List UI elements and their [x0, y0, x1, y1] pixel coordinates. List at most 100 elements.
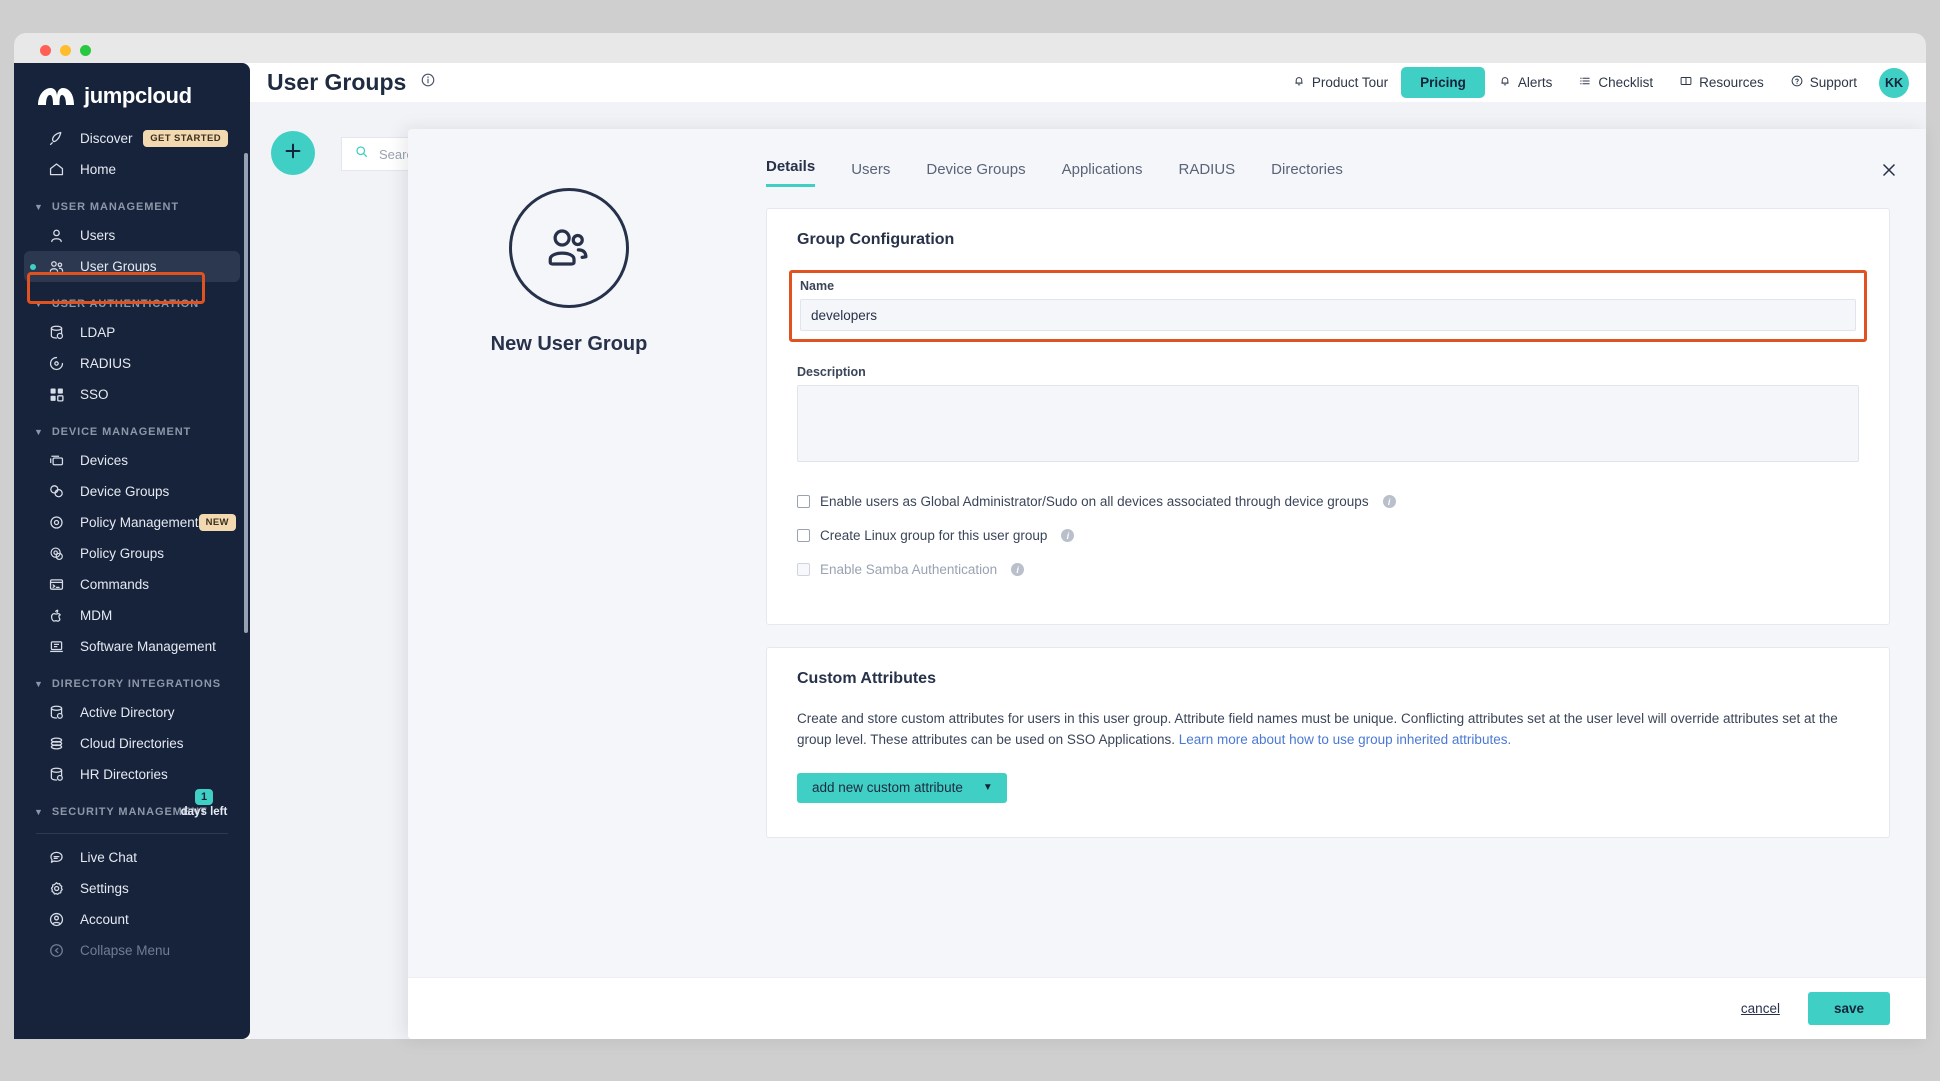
- get-started-badge: GET STARTED: [143, 130, 228, 147]
- brand-logo[interactable]: jumpcloud: [14, 63, 250, 123]
- checkbox-label: Enable users as Global Administrator/Sud…: [820, 494, 1369, 509]
- laptop-icon: [46, 637, 66, 657]
- new-user-group-modal: New User Group Details Users Device Grou…: [408, 129, 1926, 1039]
- sidebar-group-label: SECURITY MANAGEMENT: [51, 806, 208, 818]
- radius-icon: [46, 354, 66, 374]
- topnav-product-tour[interactable]: Product Tour: [1279, 67, 1401, 98]
- info-icon[interactable]: i: [1061, 529, 1075, 542]
- tab-users[interactable]: Users: [851, 161, 891, 178]
- minimize-window-button[interactable]: [60, 45, 71, 56]
- sidebar-item-sso[interactable]: SSO: [24, 379, 240, 410]
- chevron-down-icon: ▼: [34, 299, 44, 309]
- sidebar-item-device-groups[interactable]: Device Groups: [24, 476, 240, 507]
- description-label: Description: [797, 365, 866, 379]
- name-input[interactable]: [800, 299, 1856, 331]
- topnav-label: Alerts: [1517, 75, 1553, 90]
- sidebar-item-software-management[interactable]: Software Management: [24, 631, 240, 662]
- tab-device-groups[interactable]: Device Groups: [926, 161, 1026, 178]
- policy-group-icon: [46, 544, 66, 564]
- sidebar-item-label: Devices: [80, 453, 129, 468]
- sidebar-item-label: Account: [80, 912, 129, 927]
- sidebar-group-directory-integrations[interactable]: ▼ DIRECTORY INTEGRATIONS: [14, 662, 250, 697]
- sidebar-item-collapse-menu[interactable]: Collapse Menu: [24, 935, 240, 966]
- tab-radius[interactable]: RADIUS: [1178, 161, 1236, 178]
- group-configuration-card: Group Configuration Name Description Ena…: [766, 208, 1890, 625]
- top-header: User Groups Product Tour Pricing: [250, 63, 1926, 102]
- account-icon: [46, 910, 66, 930]
- group-inherited-attributes-link[interactable]: Learn more about how to use group inheri…: [1178, 731, 1512, 747]
- chevron-down-icon: ▼: [34, 202, 44, 212]
- add-custom-attribute-button[interactable]: add new custom attribute ▼: [797, 772, 1007, 803]
- search-icon: [354, 144, 369, 164]
- topnav-checklist[interactable]: Checklist: [1565, 67, 1666, 98]
- sidebar-item-policy-groups[interactable]: Policy Groups: [24, 538, 240, 569]
- sidebar-item-mdm[interactable]: MDM: [24, 600, 240, 631]
- tab-applications[interactable]: Applications: [1061, 161, 1143, 178]
- chevron-down-icon: ▼: [982, 782, 993, 794]
- database-clock-icon: [46, 323, 66, 343]
- sidebar-item-policy-management[interactable]: Policy Management NEW: [24, 507, 240, 538]
- sidebar-item-home[interactable]: Home: [24, 154, 240, 185]
- sidebar-item-active-directory[interactable]: Active Directory: [24, 697, 240, 728]
- topnav-alerts[interactable]: Alerts: [1485, 67, 1566, 98]
- avatar[interactable]: KK: [1879, 67, 1909, 98]
- close-icon[interactable]: [1876, 157, 1902, 183]
- sidebar-group-security-management[interactable]: ▼ SECURITY MANAGEMENT: [14, 790, 250, 825]
- target-icon: [46, 513, 66, 533]
- info-icon[interactable]: [420, 72, 436, 93]
- sidebar-item-label: User Groups: [80, 259, 157, 274]
- sidebar-group-user-authentication[interactable]: ▼ USER AUTHENTICATION: [14, 282, 250, 317]
- checkbox-row-samba-auth: Enable Samba Authentication i: [797, 562, 1859, 577]
- page-title: User Groups: [267, 69, 407, 95]
- sidebar: jumpcloud Discover GET STARTED: [14, 63, 250, 1039]
- plus-icon: [282, 140, 304, 167]
- sidebar-item-cloud-directories[interactable]: Cloud Directories: [24, 728, 240, 759]
- sidebar-group-user-management[interactable]: ▼ USER MANAGEMENT: [14, 185, 250, 220]
- topnav-pricing[interactable]: Pricing: [1401, 67, 1485, 98]
- rocket-icon: [46, 129, 66, 149]
- add-user-group-button[interactable]: [271, 131, 315, 175]
- sidebar-item-users[interactable]: Users: [24, 220, 240, 251]
- checkbox-label: Enable Samba Authentication: [820, 562, 998, 577]
- collapse-icon: [46, 941, 66, 961]
- sidebar-item-user-groups[interactable]: User Groups: [24, 251, 240, 282]
- sidebar-item-devices[interactable]: Devices: [24, 445, 240, 476]
- close-window-button[interactable]: [40, 45, 51, 56]
- tab-directories[interactable]: Directories: [1271, 161, 1343, 178]
- sidebar-item-hr-directories[interactable]: HR Directories: [24, 759, 240, 790]
- cloud-database-icon: [46, 734, 66, 754]
- checkbox-row-linux-group[interactable]: Create Linux group for this user group i: [797, 528, 1859, 543]
- gear-icon: [46, 879, 66, 899]
- sidebar-item-radius[interactable]: RADIUS: [24, 348, 240, 379]
- sidebar-item-settings[interactable]: Settings: [24, 873, 240, 904]
- sidebar-group-label: DEVICE MANAGEMENT: [51, 426, 192, 438]
- user-group-icon: [509, 188, 629, 308]
- info-icon[interactable]: i: [1011, 563, 1025, 576]
- sidebar-item-account[interactable]: Account: [24, 904, 240, 935]
- cancel-button[interactable]: cancel: [1735, 1000, 1786, 1017]
- trial-days-label: days left: [180, 806, 228, 818]
- sidebar-item-live-chat[interactable]: Live Chat: [24, 842, 240, 873]
- topnav-support[interactable]: Support: [1777, 67, 1870, 98]
- custom-attributes-title: Custom Attributes: [797, 670, 936, 687]
- tab-details[interactable]: Details: [766, 158, 816, 187]
- apple-icon: [46, 606, 66, 626]
- sidebar-item-commands[interactable]: Commands: [24, 569, 240, 600]
- sidebar-item-label: Device Groups: [80, 484, 170, 499]
- sidebar-group-label: DIRECTORY INTEGRATIONS: [51, 678, 221, 690]
- sidebar-item-label: Software Management: [80, 639, 216, 654]
- sidebar-item-discover[interactable]: Discover GET STARTED: [24, 123, 240, 154]
- linux-group-checkbox[interactable]: [797, 529, 810, 542]
- save-button[interactable]: save: [1807, 992, 1890, 1025]
- maximize-window-button[interactable]: [80, 45, 91, 56]
- sidebar-scrollbar[interactable]: [244, 153, 248, 633]
- sidebar-item-label: Policy Management: [80, 515, 199, 530]
- checkbox-row-global-admin[interactable]: Enable users as Global Administrator/Sud…: [797, 494, 1859, 509]
- custom-attributes-description-text: Create and store custom attributes for u…: [797, 711, 1838, 747]
- sidebar-group-device-management[interactable]: ▼ DEVICE MANAGEMENT: [14, 410, 250, 445]
- description-textarea[interactable]: [797, 385, 1859, 462]
- sidebar-item-ldap[interactable]: LDAP: [24, 317, 240, 348]
- topnav-resources[interactable]: Resources: [1666, 67, 1777, 98]
- global-admin-checkbox[interactable]: [797, 495, 810, 508]
- info-icon[interactable]: i: [1382, 495, 1396, 508]
